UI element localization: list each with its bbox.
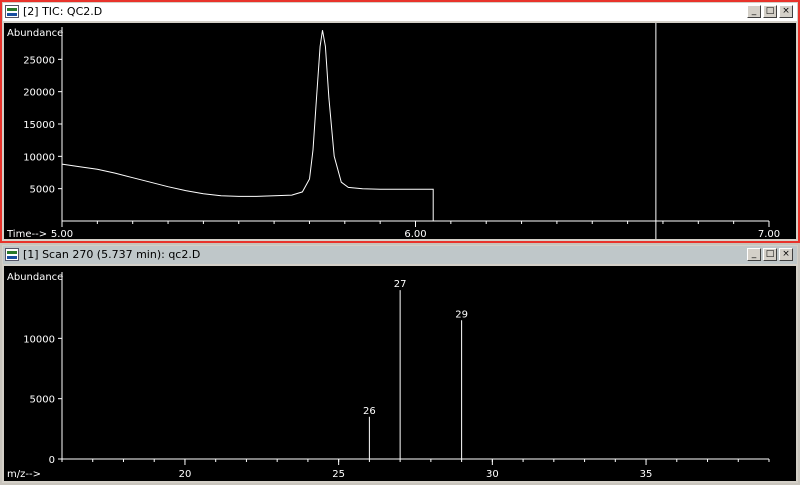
y-tick-label: 0 xyxy=(49,455,55,466)
tic-trace xyxy=(61,30,434,221)
tic-window[interactable]: [2] TIC: QC2.D _ □ × Abundance Time--> 5000 1… xyxy=(0,0,800,243)
peak-label-27: 27 xyxy=(394,279,407,290)
peak-label-26: 26 xyxy=(363,406,376,417)
maximize-button[interactable]: □ xyxy=(763,248,777,261)
scan-chart[interactable]: Abundance m/z--> 0 5000 10000 20 25 30 35 26 27 29 xyxy=(4,266,796,481)
maximize-button[interactable]: □ xyxy=(763,5,777,18)
tic-plot-area[interactable]: Abundance Time--> 5000 10000 15000 20000 25000… xyxy=(4,23,796,239)
y-tick-label: 10000 xyxy=(23,152,55,163)
chromatogram-icon[interactable] xyxy=(5,5,19,18)
y-axis-label: Abundance xyxy=(7,28,63,39)
minimize-button[interactable]: _ xyxy=(747,248,761,261)
scan-window-title: [1] Scan 270 (5.737 min): qc2.D xyxy=(23,248,201,261)
x-tick-label: 30 xyxy=(486,469,499,480)
y-axis-label: Abundance xyxy=(7,272,63,283)
y-tick-label: 15000 xyxy=(23,120,55,131)
x-axis-label: m/z--> xyxy=(7,469,41,480)
scan-plot-area[interactable]: Abundance m/z--> 0 5000 10000 20 25 30 35 26 27 29 xyxy=(4,266,796,481)
minimize-button[interactable]: _ xyxy=(747,5,761,18)
tic-window-title: [2] TIC: QC2.D xyxy=(23,5,103,18)
y-tick-label: 20000 xyxy=(23,88,55,99)
x-tick-label: 35 xyxy=(640,469,653,480)
scan-titlebar[interactable]: [1] Scan 270 (5.737 min): qc2.D _ □ × xyxy=(3,246,797,264)
spectrum-icon[interactable] xyxy=(5,248,19,261)
tic-chart[interactable]: Abundance Time--> 5000 10000 15000 20000 25000… xyxy=(4,23,796,239)
close-button[interactable]: × xyxy=(779,5,793,18)
x-tick-label: 25 xyxy=(332,469,345,480)
y-tick-label: 5000 xyxy=(30,395,55,406)
tic-titlebar[interactable]: [2] TIC: QC2.D _ □ × xyxy=(3,3,797,21)
x-tick-label: 20 xyxy=(179,469,192,480)
y-tick-label: 25000 xyxy=(23,55,55,66)
x-tick-label: 7.00 xyxy=(758,229,780,239)
y-tick-label: 10000 xyxy=(23,334,55,345)
x-axis-label: Time--> xyxy=(6,229,47,239)
y-tick-label: 5000 xyxy=(30,185,55,196)
x-tick-label: 5.00 xyxy=(51,229,73,239)
x-tick-label: 6.00 xyxy=(404,229,426,239)
close-button[interactable]: × xyxy=(779,248,793,261)
peak-label-29: 29 xyxy=(455,309,468,320)
scan-window[interactable]: [1] Scan 270 (5.737 min): qc2.D _ □ × Abun… xyxy=(0,243,800,485)
